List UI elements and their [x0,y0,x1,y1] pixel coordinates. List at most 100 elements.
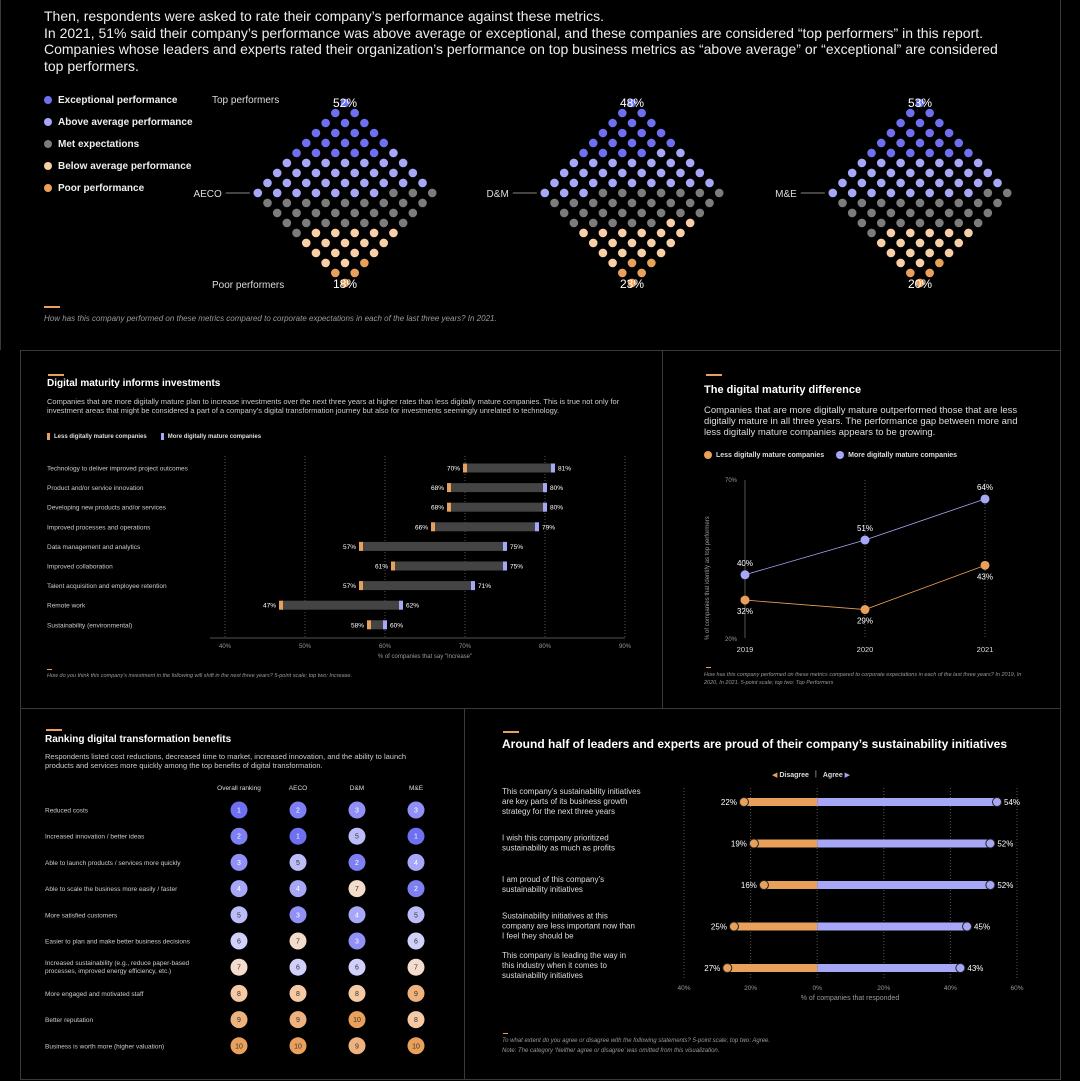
performance-diamonds: AECO 52% 18% D&M 48% 23% M&E 53% 20% [193,96,1012,291]
diamond-dot [944,148,954,158]
sustain-category-label-cont: I feel they should be [502,932,574,941]
diamond-dot [331,128,340,138]
ranking-badge [289,906,307,924]
investments-legend-more-swatch [160,433,164,440]
investments-less-mark [359,541,363,551]
diamond-dot [876,178,886,188]
ranking-badge [348,984,366,1002]
ranking-badge [230,801,248,819]
diamond-dot [935,238,944,248]
sustain-x-tick: 40% [677,985,690,992]
diamond-dot [321,238,330,248]
diamond-dot [847,168,857,178]
diamond-dot [311,148,321,158]
diamond-dot [292,148,301,158]
ranking-value: 4 [237,886,241,893]
sustain-agree-end [955,963,966,973]
maturity-foot-accent [706,667,711,668]
ranking-badge [407,906,425,924]
diamond-dot [389,188,398,198]
diamond-dot [408,188,418,198]
diamond-dot [637,228,646,238]
diamond-dot [598,248,608,258]
diamond-dot [550,178,559,188]
investments-x-label: % of companies that say "Increase" [378,654,472,660]
diamond-dot [579,168,588,178]
diamond-dot [906,168,915,178]
diamond-dot [598,128,608,138]
diamond-dot [608,258,617,268]
investments-more-value: 60% [390,622,403,629]
diamond-dot [608,238,617,248]
ranking-value: 2 [237,834,241,841]
diamond-dot [340,258,350,268]
diamond-dot [915,278,925,288]
diamond-dot [676,188,685,198]
diamond-dot [618,128,627,138]
legend-above-swatch [44,118,52,126]
diamond-dot [360,198,369,208]
diamond-dot [925,268,934,278]
investments-less-value: 68% [431,505,444,512]
diamond-dot [588,158,598,168]
investments-less-mark [367,620,371,630]
diamond-dot [973,158,983,168]
footnote-accent [44,306,60,308]
diamond-dot [398,178,408,188]
diamond-dot [350,208,359,218]
diamond-dot [935,118,944,128]
sustain-category-label: This company is leading the way in [502,951,626,960]
ranking-row-label: Able to launch products / services more … [45,860,181,867]
diamond-dot [847,188,857,198]
diamond-dot [360,218,369,228]
ranking-value: 1 [414,834,418,841]
diamond-dot [418,198,427,208]
diamond-dot [608,218,617,228]
diamond-dot [925,188,934,198]
investments-category-label: Technology to deliver improved project o… [47,466,189,473]
diamond-dot [915,198,925,208]
diamond-dot [340,178,350,188]
sustain-agree-value: 43% [967,964,983,973]
ranking-badge [230,906,248,924]
diamond-bottom-percent: 23% [620,277,644,291]
diamond-dot [340,138,350,148]
sustain-disagree-bar [753,839,818,848]
sustain-legend-agree-label: Agree [822,772,843,779]
diamond-dot [685,218,695,228]
ranking-badge [348,801,366,819]
ranking-badge [230,932,248,950]
sustain-category-label-cont: this industry when it comes to [502,961,607,970]
diamond-dot [369,188,379,198]
diamond-dot [282,218,292,228]
diamond-dot [618,208,627,218]
diamond-dot [993,198,1002,208]
diamond-dot [886,168,896,178]
ranking-badge [407,880,425,898]
sustain-agree-end [962,921,973,932]
diamond-dot [360,138,369,148]
diamond-dot [292,208,301,218]
sustain-disagree-value: 19% [731,840,747,849]
diamond-dot [637,168,646,178]
legend-exceptional: Exceptional performance [44,89,193,111]
diamond-dot [886,248,896,258]
investments-more-mark [543,483,547,493]
investments-more-mark [535,522,539,532]
diamond-dot [867,148,876,158]
ranking-badge [348,958,366,976]
diamond-dot [906,268,915,278]
maturity-legend-less-swatch [704,451,712,459]
maturity-legend-less: Less digitally mature companies [704,451,824,459]
ranking-value: 6 [237,939,241,946]
ranking-value: 5 [355,834,359,841]
investments-more-value: 62% [406,603,419,610]
ranking-value: 4 [355,912,359,919]
diamond-dot [666,238,676,248]
maturity-footnote: How has this company performed on these … [704,672,1022,686]
diamond-dot [656,208,666,218]
ranking-badge [407,1011,425,1029]
diamond-top-percent: 48% [620,96,644,110]
ranking-value: 10 [412,1043,420,1050]
diamond-dot [263,178,272,188]
